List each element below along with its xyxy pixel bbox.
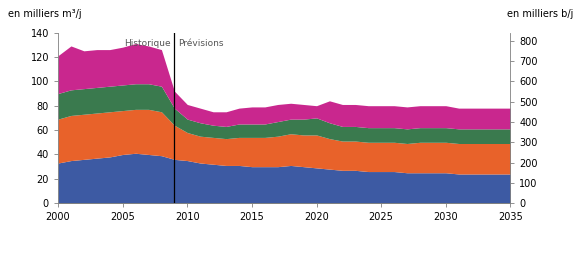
Text: en milliers b/j: en milliers b/j (508, 9, 574, 19)
Text: en milliers m³/j: en milliers m³/j (8, 9, 82, 19)
Text: Historique: Historique (124, 39, 171, 48)
Text: Prévisions: Prévisions (178, 39, 224, 48)
